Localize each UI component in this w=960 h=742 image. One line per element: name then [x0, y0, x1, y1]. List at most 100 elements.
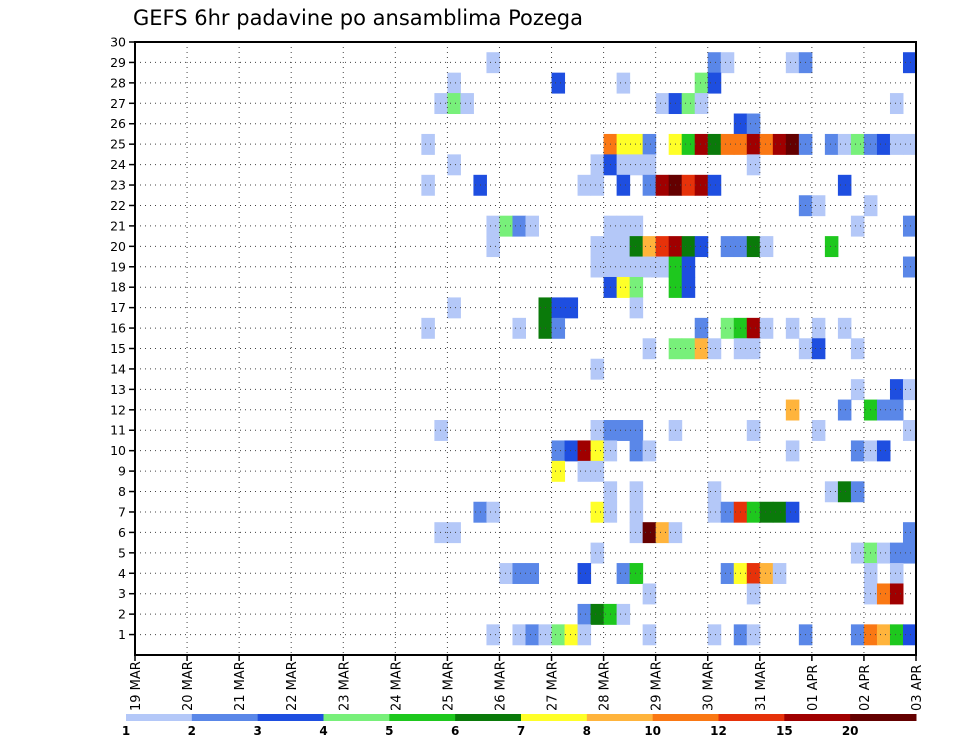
y-tick-label: 23: [110, 178, 126, 193]
y-tick-label: 29: [110, 55, 126, 70]
heatmap-cell: [746, 563, 761, 584]
y-tick-label: 19: [110, 259, 126, 274]
heatmap-cell: [902, 133, 917, 155]
heatmap-cell: [551, 440, 566, 462]
heatmap-cell: [850, 542, 865, 564]
heatmap-cell: [785, 399, 800, 421]
colorbar-swatch: [718, 714, 785, 721]
heatmap-cell: [486, 215, 500, 237]
heatmap-cell: [590, 501, 605, 523]
heatmap-cell: [837, 399, 852, 421]
colorbar-swatch: [586, 714, 654, 721]
heatmap-cell: [655, 174, 670, 196]
x-tick-label: 03 APR: [910, 665, 925, 711]
heatmap-cell: [577, 460, 592, 482]
colorbar-label: 10: [644, 724, 661, 738]
colorbar-label: 3: [253, 724, 261, 738]
heatmap-cell: [785, 52, 800, 74]
heatmap-cell: [642, 440, 657, 462]
heatmap-cell: [889, 93, 904, 115]
heatmap-cell: [811, 420, 826, 441]
heatmap-cell: [707, 481, 722, 503]
heatmap-cell: [629, 420, 644, 441]
colorbar-swatch: [521, 714, 588, 721]
heatmap-cell: [486, 52, 500, 74]
heatmap-cell: [694, 133, 709, 155]
heatmap-cell: [642, 338, 657, 360]
heatmap-cell: [889, 583, 904, 605]
heatmap-cell: [590, 460, 605, 482]
heatmap-cell: [876, 399, 891, 421]
heatmap-cell: [837, 317, 852, 339]
heatmap-cell: [824, 133, 839, 155]
x-tick-label: 20 MAR: [181, 661, 196, 711]
heatmap-cell: [720, 317, 735, 339]
heatmap-cell: [889, 399, 904, 421]
colorbar-swatch: [126, 714, 193, 721]
heatmap-cell: [850, 338, 865, 360]
heatmap-cell: [447, 93, 461, 115]
heatmap-cell: [590, 174, 605, 196]
heatmap-cell: [590, 603, 605, 625]
heatmap-cell: [681, 93, 696, 115]
heatmap-cell: [629, 215, 644, 237]
y-tick-label: 26: [110, 116, 126, 131]
heatmap-cell: [642, 154, 657, 176]
heatmap-cell: [447, 154, 461, 176]
heatmap-cell: [694, 317, 709, 339]
heatmap-cell: [564, 440, 579, 462]
colorbar-label: 5: [385, 724, 393, 738]
y-tick-label: 27: [110, 96, 126, 111]
colorbar-label: 12: [710, 724, 727, 738]
y-tick-label: 7: [118, 504, 126, 519]
heatmap-cell: [902, 215, 917, 237]
heatmap-cell: [876, 542, 891, 564]
heatmap-cell: [720, 501, 735, 523]
heatmap-cell: [616, 133, 631, 155]
heatmap-cell: [642, 133, 657, 155]
y-tick-label: 14: [110, 361, 126, 376]
heatmap-cell: [837, 133, 852, 155]
heatmap-cell: [889, 542, 904, 564]
heatmap-cell: [772, 501, 787, 523]
heatmap-cell: [902, 522, 917, 544]
x-tick-label: 23 MAR: [337, 661, 352, 711]
y-tick-label: 22: [110, 198, 126, 213]
heatmap-cell: [746, 317, 761, 339]
heatmap-cell: [421, 174, 435, 196]
y-tick-label: 4: [118, 566, 126, 581]
colorbar-label: 4: [319, 724, 327, 738]
heatmap-cell: [434, 93, 448, 115]
y-tick-label: 6: [118, 525, 126, 540]
y-tick-label: 10: [110, 443, 126, 458]
heatmap-cell: [577, 440, 592, 462]
y-tick-label: 13: [110, 382, 126, 397]
heatmap-cell: [720, 133, 735, 155]
heatmap-cell: [707, 501, 722, 523]
x-tick-label: 19 MAR: [129, 661, 144, 711]
heatmap-cell: [629, 563, 644, 584]
y-tick-label: 2: [118, 607, 126, 622]
heatmap-cell: [850, 440, 865, 462]
colorbar-label: 15: [776, 724, 793, 738]
heatmap-cell: [902, 624, 917, 646]
heatmap-cell: [694, 72, 709, 94]
heatmap-cell: [850, 379, 865, 401]
heatmap-cell: [499, 215, 513, 237]
colorbar-swatch: [191, 714, 259, 721]
heatmap-cell: [694, 174, 709, 196]
heatmap-cell: [486, 501, 500, 523]
y-tick-label: 9: [118, 464, 126, 479]
heatmap-cell: [655, 256, 670, 278]
heatmap-cell: [629, 440, 644, 462]
heatmap-cell: [694, 338, 709, 360]
heatmap-cell: [785, 133, 800, 155]
heatmap-cell: [512, 317, 526, 339]
heatmap-cell: [616, 563, 631, 584]
heatmap-cell: [707, 133, 722, 155]
heatmap-cell: [746, 154, 761, 176]
heatmap-cell: [616, 154, 631, 176]
heatmap-cell: [577, 603, 592, 625]
colorbar-swatch: [323, 714, 390, 721]
x-tick-label: 22 MAR: [285, 661, 300, 711]
